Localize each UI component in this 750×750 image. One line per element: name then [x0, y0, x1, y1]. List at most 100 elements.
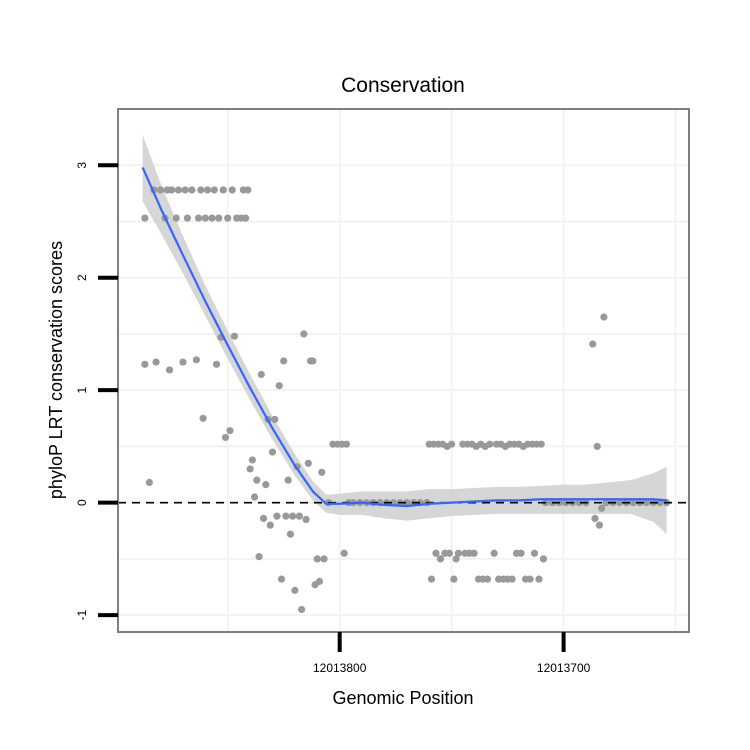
- confidence-band: [142, 134, 667, 535]
- data-point: [271, 415, 279, 424]
- data-point: [268, 448, 277, 456]
- data-point: [228, 186, 236, 194]
- data-point: [192, 356, 200, 364]
- data-point: [593, 442, 601, 451]
- x-tick-label: 12013800: [313, 661, 367, 675]
- data-point: [629, 499, 637, 507]
- data-point: [253, 476, 261, 484]
- data-point: [598, 504, 606, 512]
- data-point: [535, 575, 543, 583]
- data-point: [141, 360, 149, 368]
- data-point: [141, 214, 149, 222]
- data-point: [448, 440, 456, 448]
- panel-border: [117, 108, 690, 633]
- data-point: [242, 214, 250, 222]
- data-point: [273, 512, 281, 520]
- data-point: [602, 499, 610, 507]
- data-point: [172, 214, 180, 222]
- data-point: [342, 440, 350, 448]
- data-point: [470, 549, 478, 557]
- panel-frame-layer: [117, 108, 690, 633]
- data-point: [212, 360, 221, 368]
- data-point: [179, 358, 187, 366]
- data-point: [208, 214, 216, 222]
- data-point: [277, 575, 286, 583]
- data-point: [313, 555, 321, 563]
- smooth-line: [141, 167, 667, 508]
- data-point: [203, 186, 212, 194]
- data-point: [284, 476, 292, 484]
- data-point: [508, 575, 516, 583]
- data-point: [304, 459, 312, 467]
- data-point: [615, 499, 624, 507]
- data-point: [165, 366, 174, 374]
- data-point: [230, 332, 239, 340]
- data-point: [298, 605, 306, 614]
- data-point: [226, 427, 234, 435]
- data-point: [300, 330, 308, 338]
- data-point: [450, 575, 458, 583]
- data-point: [291, 586, 299, 594]
- y-tick-label: 1: [75, 387, 89, 394]
- data-point: [575, 499, 583, 507]
- data-point: [591, 514, 599, 523]
- data-point: [286, 530, 295, 538]
- data-point: [197, 186, 205, 194]
- data-point: [432, 549, 440, 557]
- data-point: [309, 357, 317, 365]
- data-point: [302, 515, 310, 524]
- data-point: [221, 433, 230, 442]
- data-point: [181, 186, 189, 194]
- data-point: [526, 575, 534, 583]
- data-point: [315, 577, 324, 585]
- data-point: [530, 549, 539, 557]
- y-tick-label: 2: [75, 274, 89, 281]
- y-tick-label: -1: [75, 609, 89, 620]
- data-point: [219, 186, 227, 194]
- data-point: [562, 499, 570, 507]
- data-point: [445, 549, 454, 557]
- data-point: [257, 370, 265, 379]
- data-point: [250, 493, 259, 501]
- data-point: [282, 512, 290, 520]
- data-point: [275, 382, 283, 390]
- data-point: [600, 313, 608, 321]
- data-point: [483, 575, 492, 583]
- data-point: [262, 481, 270, 489]
- chart-title: Conservation: [341, 74, 465, 97]
- data-point: [280, 357, 288, 365]
- data-point: [539, 555, 548, 563]
- data-point: [210, 186, 218, 194]
- smooth-line-layer: [141, 167, 667, 508]
- data-point: [517, 549, 525, 557]
- data-point: [642, 499, 651, 507]
- points-layer: [141, 186, 671, 614]
- data-point: [318, 468, 326, 476]
- data-point: [255, 553, 263, 561]
- confidence-band-layer: [142, 134, 667, 535]
- data-point: [454, 549, 462, 557]
- data-point: [436, 555, 445, 563]
- data-point: [595, 521, 604, 529]
- grid-layer: [118, 109, 689, 632]
- data-point: [248, 456, 256, 464]
- data-point: [486, 440, 494, 448]
- data-point: [195, 214, 203, 222]
- data-point: [152, 358, 160, 366]
- data-point: [295, 512, 303, 520]
- data-point: [266, 521, 274, 529]
- data-point: [246, 465, 254, 473]
- axes-layer: -1 0 1 2 3 12013800 12013700: [75, 162, 591, 675]
- data-point: [145, 478, 153, 487]
- data-point: [156, 186, 165, 194]
- data-point: [340, 549, 348, 557]
- data-point: [244, 186, 252, 194]
- data-point: [168, 186, 176, 194]
- data-point: [174, 186, 183, 194]
- data-point: [589, 340, 597, 348]
- y-tick-label: 0: [75, 499, 89, 506]
- data-point: [490, 549, 498, 557]
- data-point: [427, 575, 436, 583]
- data-point: [201, 214, 209, 222]
